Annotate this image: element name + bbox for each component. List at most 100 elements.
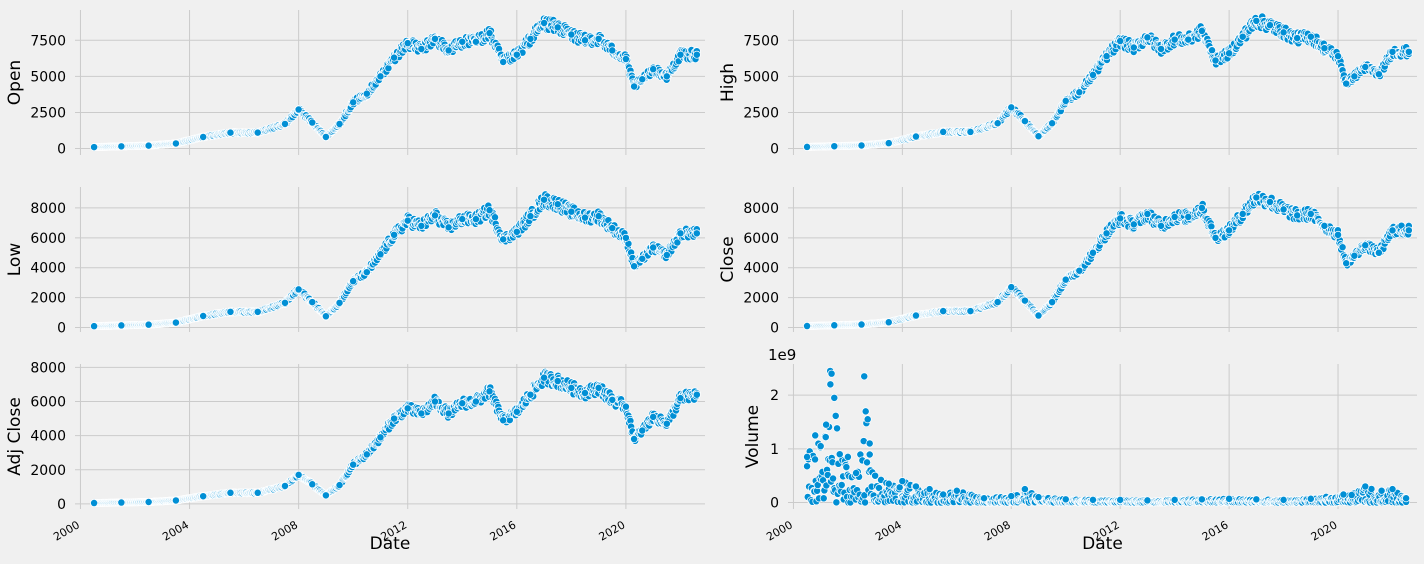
data-point (254, 489, 261, 496)
y-tick-label: 4000 (30, 261, 66, 277)
data-point (445, 47, 452, 54)
y-tick-label: 2 (770, 388, 779, 404)
data-point (831, 143, 838, 150)
scatter-point (862, 408, 869, 415)
x-tick-label: 2000 (764, 518, 795, 543)
data-point (227, 129, 234, 136)
data-point (1226, 50, 1233, 57)
data-point (390, 231, 397, 238)
data-point (1351, 73, 1358, 80)
y-tick-label: 0 (770, 142, 779, 158)
data-point (513, 228, 520, 235)
data-point (472, 398, 479, 405)
data-point (554, 377, 561, 384)
data-point (1021, 117, 1028, 124)
data-point (486, 207, 493, 214)
data-point (663, 73, 670, 80)
data-point (1144, 210, 1151, 217)
scatter-point (1339, 244, 1346, 251)
data-point (650, 413, 657, 420)
y-tick-label: 2000 (30, 291, 66, 307)
scatter-point (838, 481, 845, 488)
data-point (1185, 36, 1192, 43)
scatter-points (90, 15, 700, 151)
data-point (500, 417, 507, 424)
data-point (1117, 37, 1124, 44)
data-point (377, 434, 384, 441)
data-point (568, 208, 575, 215)
data-point (1076, 267, 1083, 274)
data-point (404, 405, 411, 412)
y-tick-label: 0 (57, 321, 66, 337)
data-point (595, 384, 602, 391)
data-point (172, 497, 179, 504)
data-point (1185, 213, 1192, 220)
scatter-point (832, 412, 839, 419)
data-point (1351, 252, 1358, 259)
y-tick-label: 2500 (30, 105, 66, 121)
data-point (418, 222, 425, 229)
data-point (540, 196, 547, 203)
data-point (595, 213, 602, 220)
data-point (1062, 97, 1069, 104)
data-point (639, 255, 646, 262)
data-point (650, 66, 657, 73)
data-point (431, 212, 438, 219)
data-point (630, 435, 637, 442)
y-tick-label: 6000 (30, 231, 66, 247)
data-point (363, 269, 370, 276)
data-point (622, 403, 629, 410)
scatter-point (863, 459, 870, 466)
data-point (940, 307, 947, 314)
y-axis-label: Volume (743, 405, 763, 468)
data-point (1375, 249, 1382, 256)
data-point (885, 319, 892, 326)
data-point (363, 451, 370, 458)
scatter-point (843, 463, 850, 470)
data-point (677, 230, 684, 237)
y-tick-label: 6000 (743, 231, 779, 247)
data-point (200, 312, 207, 319)
data-point (322, 313, 329, 320)
data-point (1144, 34, 1151, 41)
data-point (1334, 53, 1341, 60)
axis-scale-label: 1e9 (768, 346, 796, 364)
data-point (1375, 71, 1382, 78)
data-point (1035, 312, 1042, 319)
data-point (639, 427, 646, 434)
data-point (540, 19, 547, 26)
data-point (1294, 35, 1301, 42)
data-point (377, 73, 384, 80)
data-point (172, 140, 179, 147)
data-point (1334, 231, 1341, 238)
data-point (622, 234, 629, 241)
data-point (1157, 222, 1164, 229)
data-point (377, 251, 384, 258)
data-point (803, 143, 810, 150)
scatter-point (1208, 223, 1215, 230)
data-point (295, 286, 302, 293)
data-point (309, 119, 316, 126)
data-point (885, 140, 892, 147)
data-point (431, 35, 438, 42)
y-axis-label: Adj Close (5, 397, 25, 476)
data-point (630, 83, 637, 90)
data-point (693, 230, 700, 237)
y-tick-label: 6000 (30, 395, 66, 411)
data-point (1089, 71, 1096, 78)
data-point (677, 395, 684, 402)
data-point (1171, 213, 1178, 220)
data-point (336, 482, 343, 489)
data-point (693, 391, 700, 398)
data-point (1343, 260, 1350, 267)
y-tick-label: 0 (770, 496, 779, 512)
data-point (912, 133, 919, 140)
data-point (994, 120, 1001, 127)
data-point (554, 201, 561, 208)
data-point (418, 410, 425, 417)
data-point (650, 244, 657, 251)
data-point (1266, 198, 1273, 205)
